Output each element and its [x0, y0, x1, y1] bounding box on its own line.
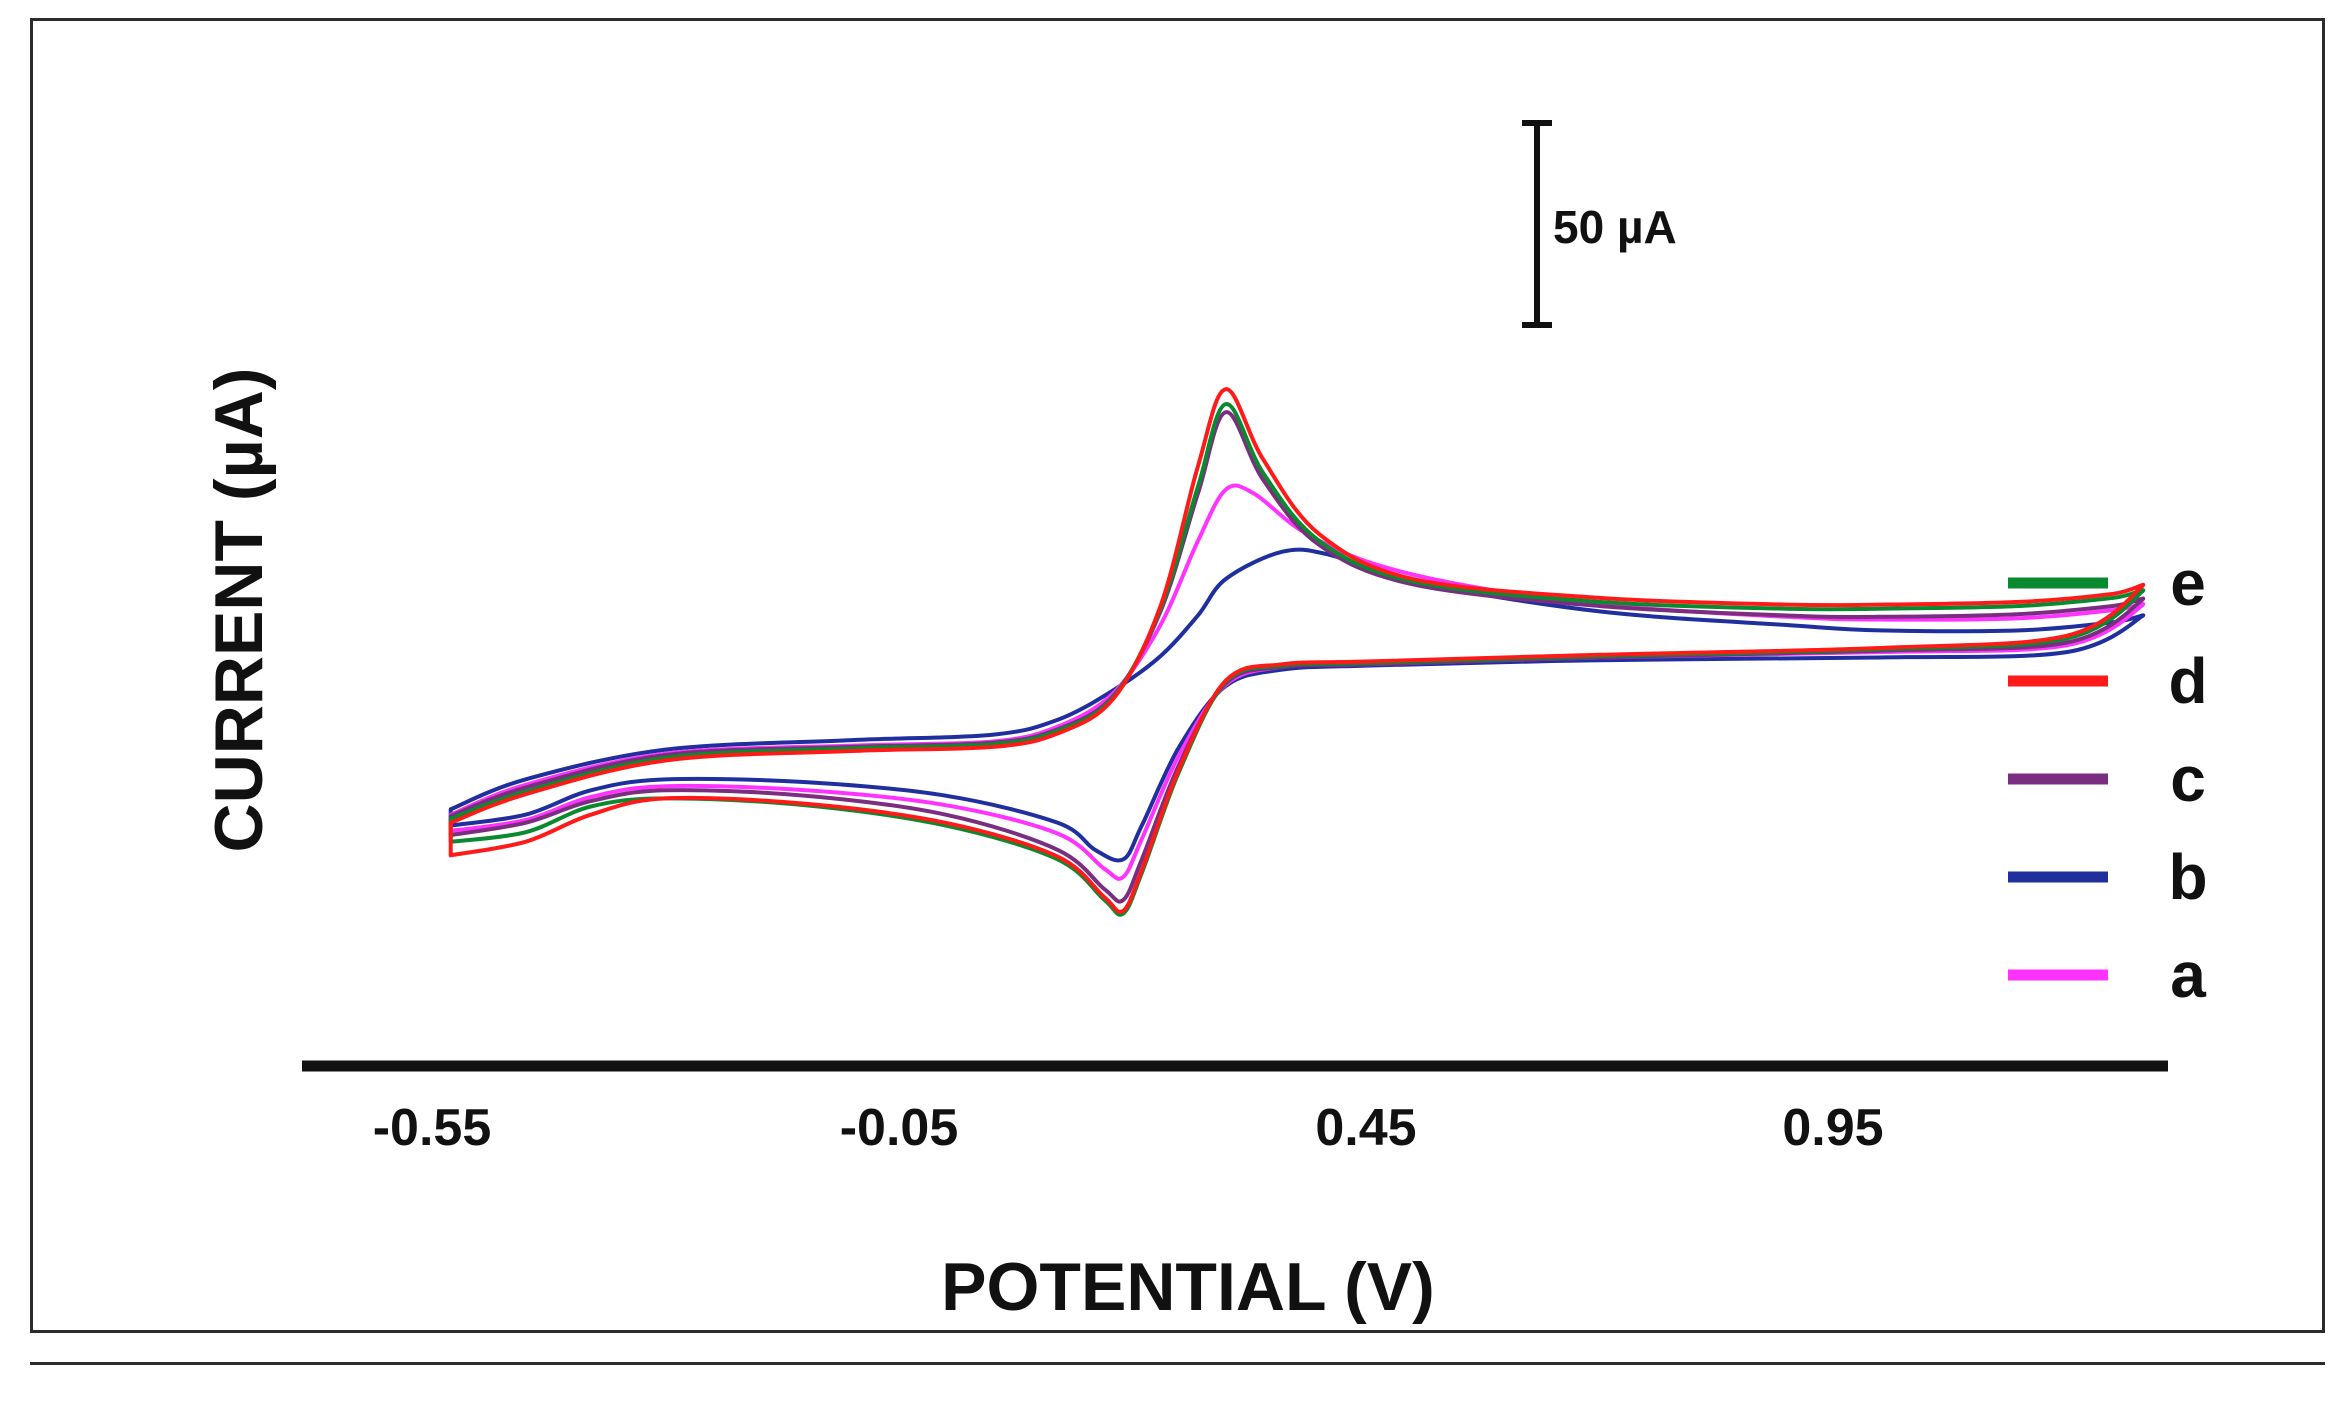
- series-d-curve: [448, 387, 2146, 914]
- series-e-curve: [448, 402, 2146, 917]
- series-a-curve: [448, 483, 2146, 881]
- x-tick-label: -0.55: [373, 1099, 492, 1157]
- legend-label-c: c: [2170, 743, 2206, 815]
- x-tick-label: -0.05: [840, 1099, 959, 1157]
- series-b-curve: [448, 547, 2146, 863]
- figure-frame: [30, 18, 2325, 1333]
- legend-label-d: d: [2168, 645, 2207, 717]
- y-axis-title: CURRENT (µA): [201, 368, 277, 853]
- legend-label-a: a: [2170, 939, 2206, 1011]
- figure-bottom-rule: [30, 1362, 2325, 1365]
- x-tick-label: 0.95: [1782, 1099, 1883, 1157]
- scale-bar-label: 50 µA: [1553, 201, 1677, 253]
- x-axis-title: POTENTIAL (V): [941, 1249, 1435, 1325]
- series-curves: [448, 387, 2146, 917]
- x-tick-label: 0.45: [1315, 1099, 1416, 1157]
- legend-label-b: b: [2168, 841, 2207, 913]
- scale-bar: 50 µA: [1522, 120, 1677, 328]
- x-tick-labels: -0.55 -0.05 0.45 0.95: [373, 1099, 1884, 1157]
- legend-label-e: e: [2170, 547, 2206, 619]
